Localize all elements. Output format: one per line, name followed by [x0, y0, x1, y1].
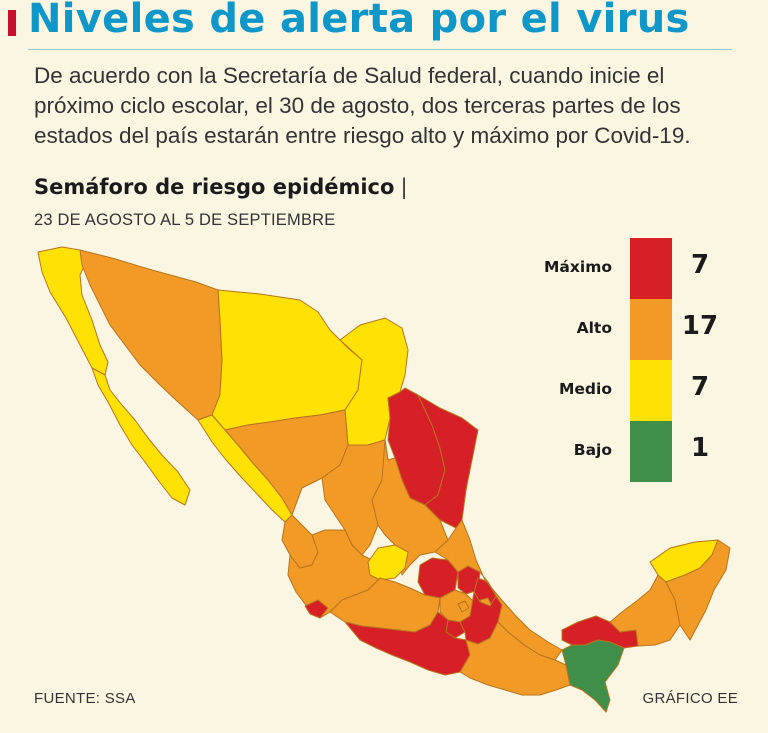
legend-label: Máximo: [544, 258, 612, 276]
state-chihuahua: [211, 289, 363, 431]
state-chiapas: [561, 639, 625, 713]
intro-paragraph: De acuerdo con la Secretaría de Salud fe…: [34, 63, 691, 148]
state-baja-california-sur: [91, 367, 191, 506]
legend-count: 17: [681, 311, 719, 341]
headline: Niveles de alerta por el virus: [28, 0, 690, 42]
risk-legend: Máximo 7 Alto 17 Medio 7 Bajo 1: [530, 238, 720, 482]
state-sonora: [79, 249, 223, 421]
legend-count: 7: [690, 250, 710, 280]
title-accent-bar: [8, 10, 16, 36]
legend-row-maximo: Máximo 7: [530, 238, 720, 299]
map-date-range: 23 DE AGOSTO AL 5 DE SEPTIEMBRE: [34, 211, 336, 229]
legend-label: Alto: [576, 319, 612, 337]
state-san-luis-potosi: [371, 439, 449, 576]
legend-label: Medio: [559, 380, 612, 398]
legend-swatch-medio: [630, 360, 672, 421]
map-title-separator: |: [400, 175, 408, 199]
map-title-text: Semáforo de riesgo epidémico: [34, 175, 395, 199]
source-note: FUENTE: SSA: [34, 690, 136, 707]
state-guerrero: [344, 611, 471, 676]
legend-swatch-maximo: [630, 238, 672, 299]
state-aguascalientes: [367, 544, 409, 581]
title-divider: [28, 49, 732, 50]
legend-row-medio: Medio 7: [530, 360, 720, 421]
map-title: Semáforo de riesgo epidémico |: [34, 175, 408, 199]
legend-swatch-alto: [630, 299, 672, 360]
mexico-risk-map: [37, 246, 731, 713]
legend-row-bajo: Bajo 1: [530, 421, 720, 482]
state-ciudad-de-mexico: [457, 600, 470, 613]
legend-count: 7: [690, 372, 710, 402]
state-nayarit: [281, 514, 319, 569]
state-quintana-roo: [665, 539, 731, 641]
state-colima: [304, 599, 329, 619]
legend-count: 1: [690, 433, 710, 463]
legend-label: Bajo: [573, 441, 612, 459]
state-tamaulipas: [417, 394, 479, 529]
graphic-credit: GRÁFICO EE: [642, 690, 738, 707]
legend-swatch-bajo: [630, 421, 672, 482]
legend-row-alto: Alto 17: [530, 299, 720, 360]
